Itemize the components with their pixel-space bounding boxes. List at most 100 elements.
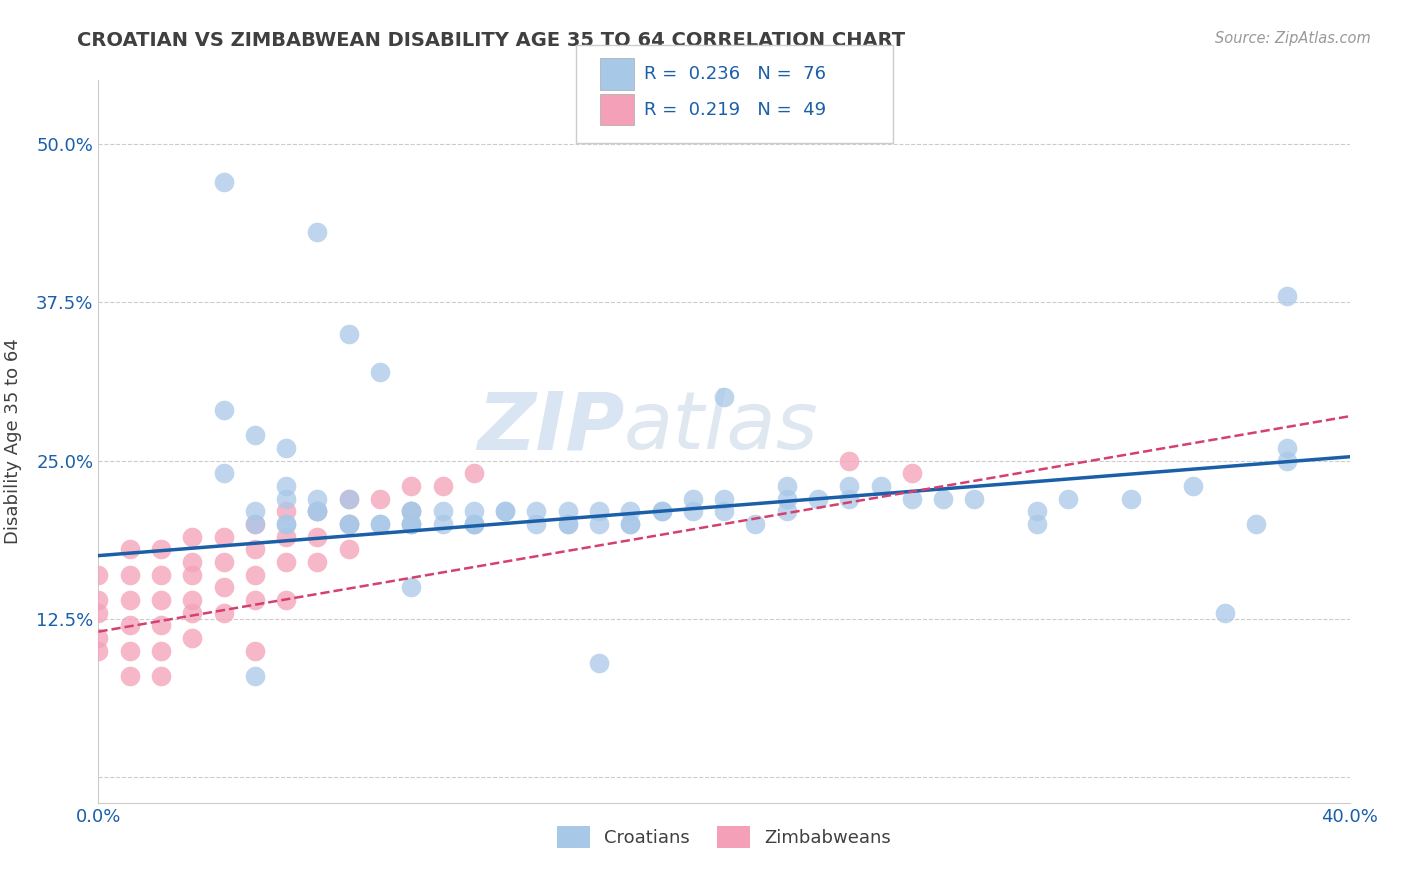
Point bbox=[274, 593, 298, 607]
Point bbox=[243, 643, 266, 657]
Point bbox=[588, 516, 610, 531]
Point bbox=[1244, 516, 1267, 531]
Point bbox=[401, 580, 423, 594]
Point bbox=[1277, 441, 1299, 455]
Point bbox=[243, 542, 266, 557]
Point bbox=[682, 491, 704, 506]
Point bbox=[307, 504, 329, 518]
Point bbox=[243, 593, 266, 607]
Point bbox=[337, 516, 360, 531]
Point bbox=[713, 504, 735, 518]
Legend: Croatians, Zimbabweans: Croatians, Zimbabweans bbox=[550, 819, 898, 855]
Point bbox=[463, 467, 485, 481]
Point bbox=[588, 657, 610, 671]
Point bbox=[838, 453, 860, 467]
Point bbox=[118, 643, 141, 657]
Point bbox=[118, 542, 141, 557]
Point bbox=[243, 516, 266, 531]
Point bbox=[307, 555, 329, 569]
Point bbox=[150, 618, 173, 632]
Point bbox=[87, 631, 110, 645]
Point bbox=[713, 491, 735, 506]
Point bbox=[212, 606, 235, 620]
Point bbox=[274, 555, 298, 569]
Point bbox=[181, 530, 204, 544]
Point bbox=[274, 479, 298, 493]
Point bbox=[557, 516, 579, 531]
Point bbox=[337, 491, 360, 506]
Point bbox=[368, 516, 391, 531]
Point bbox=[118, 593, 141, 607]
Point bbox=[274, 516, 298, 531]
Point bbox=[181, 567, 204, 582]
Point bbox=[212, 580, 235, 594]
Point bbox=[307, 530, 329, 544]
Point bbox=[1182, 479, 1205, 493]
Point bbox=[932, 491, 955, 506]
Point bbox=[150, 542, 173, 557]
Point bbox=[337, 491, 360, 506]
Point bbox=[87, 593, 110, 607]
Point bbox=[307, 226, 329, 240]
Point bbox=[744, 516, 766, 531]
Point bbox=[181, 606, 204, 620]
Point bbox=[713, 390, 735, 404]
Point bbox=[1057, 491, 1080, 506]
Point bbox=[1277, 453, 1299, 467]
Point bbox=[243, 669, 266, 683]
Point bbox=[212, 467, 235, 481]
Text: R =  0.219   N =  49: R = 0.219 N = 49 bbox=[644, 101, 827, 119]
Point bbox=[307, 504, 329, 518]
Point bbox=[619, 516, 641, 531]
Point bbox=[274, 504, 298, 518]
Point bbox=[1026, 504, 1049, 518]
Point bbox=[337, 516, 360, 531]
Y-axis label: Disability Age 35 to 64: Disability Age 35 to 64 bbox=[4, 339, 22, 544]
Point bbox=[150, 669, 173, 683]
Point bbox=[337, 542, 360, 557]
Point bbox=[368, 516, 391, 531]
Point bbox=[87, 643, 110, 657]
Point bbox=[274, 441, 298, 455]
Point bbox=[368, 491, 391, 506]
Text: Source: ZipAtlas.com: Source: ZipAtlas.com bbox=[1215, 31, 1371, 46]
Point bbox=[118, 669, 141, 683]
Point bbox=[619, 516, 641, 531]
Point bbox=[401, 504, 423, 518]
Point bbox=[307, 504, 329, 518]
Point bbox=[1026, 516, 1049, 531]
Point bbox=[557, 504, 579, 518]
Point bbox=[212, 175, 235, 189]
Point bbox=[776, 491, 799, 506]
Point bbox=[838, 491, 860, 506]
Point bbox=[838, 479, 860, 493]
Point bbox=[118, 618, 141, 632]
Text: ZIP: ZIP bbox=[477, 388, 624, 467]
Point bbox=[807, 491, 830, 506]
Point bbox=[1213, 606, 1236, 620]
Text: CROATIAN VS ZIMBABWEAN DISABILITY AGE 35 TO 64 CORRELATION CHART: CROATIAN VS ZIMBABWEAN DISABILITY AGE 35… bbox=[77, 31, 905, 50]
Point bbox=[401, 504, 423, 518]
Point bbox=[869, 479, 891, 493]
Point bbox=[494, 504, 516, 518]
Point bbox=[212, 402, 235, 417]
Point bbox=[463, 516, 485, 531]
Point bbox=[494, 504, 516, 518]
Point bbox=[432, 479, 454, 493]
Point bbox=[432, 516, 454, 531]
Point bbox=[274, 516, 298, 531]
Point bbox=[401, 516, 423, 531]
Point bbox=[526, 516, 548, 531]
Point bbox=[463, 516, 485, 531]
Point bbox=[1277, 289, 1299, 303]
Point bbox=[900, 467, 922, 481]
Point bbox=[337, 516, 360, 531]
Point bbox=[650, 504, 672, 518]
Point bbox=[181, 555, 204, 569]
Point bbox=[463, 516, 485, 531]
Point bbox=[150, 593, 173, 607]
Point bbox=[588, 504, 610, 518]
Point bbox=[243, 428, 266, 442]
Point bbox=[150, 643, 173, 657]
Point bbox=[243, 567, 266, 582]
